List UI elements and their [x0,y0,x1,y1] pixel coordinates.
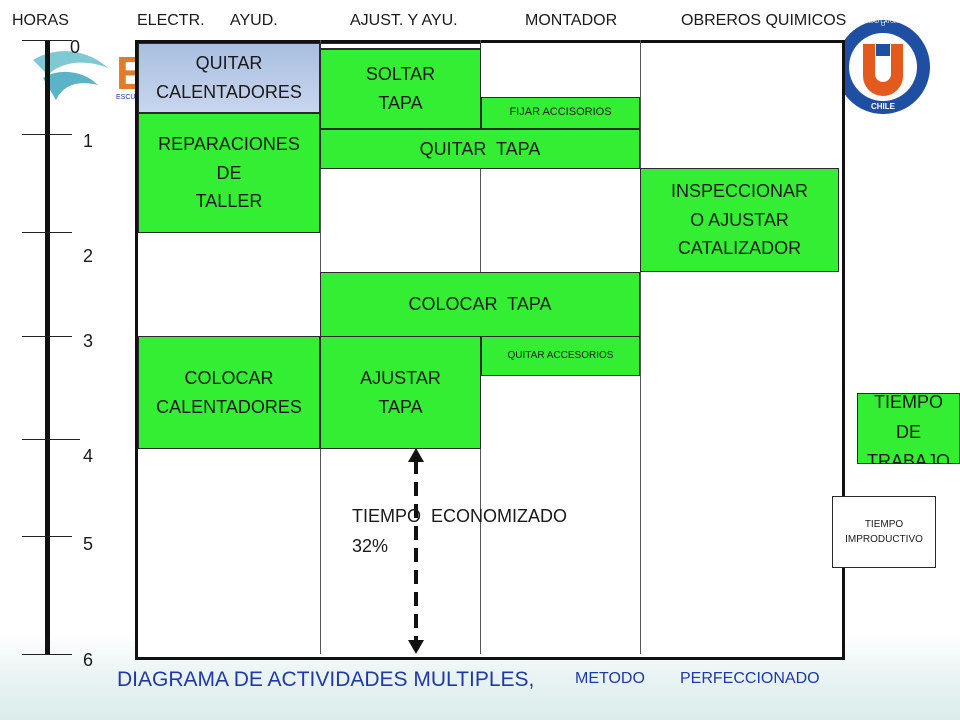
axis-tick-label: 2 [83,246,94,266]
axis-tick-label: 5 [83,534,94,554]
activity-label: COLOCAR CALENTADORES [156,367,302,417]
seal-chile: CHILE [871,102,895,111]
column-header-ajust: AJUST. Y AYU. [350,12,458,29]
wave-logo-icon [33,51,108,100]
axis-tick [22,336,72,337]
activity-quitar-calentadores: QUITAR CALENTADORES [138,43,320,113]
activity-label: QUITAR CALENTADORES [156,53,302,102]
diagram-subtitle-metodo: METODO [575,670,645,687]
university-seal-icon [836,20,930,114]
annotation-time-saved: TIEMPO ECONOMIZADO [352,506,568,526]
hour-axis-line [45,40,50,655]
axis-tick [22,134,72,135]
legend-label: TIEMPO DE TRABAJO [866,393,950,464]
legend-tiempo-improductivo: TIEMPO IMPRODUCTIVO [832,496,936,568]
annotation-percent: 32% [352,536,389,556]
activity-quitar-accesorios: QUITAR ACCESORIOS [481,336,640,376]
activity-reparaciones-taller: REPARACIONES DE TALLER [138,113,320,233]
axis-tick-label: 1 [83,131,94,151]
activity-label: QUITAR TAPA [419,138,541,159]
diagram-title: DIAGRAMA DE ACTIVIDADES MULTIPLES, [117,668,535,691]
activity-label: COLOCAR TAPA [408,294,552,315]
activity-label: SOLTAR TAPA [365,64,436,113]
activity-label: AJUSTAR TAPA [360,367,441,417]
axis-tick [22,232,72,233]
legend-label: TIEMPO IMPRODUCTIVO [845,519,923,545]
axis-tick [22,536,72,537]
activity-label: FIJAR ACCISORIOS [509,106,612,119]
axis-title: HORAS [12,12,69,29]
axis-tick-label: 0 [70,37,81,57]
column-header-obreros: OBREROS QUIMICOS [681,12,847,29]
axis-tick [22,40,72,41]
column-header-ayud: AYUD. [230,12,278,29]
activity-colocar-tapa: COLOCAR TAPA [320,272,640,337]
empty-cell [320,43,481,49]
activity-soltar-tapa: SOLTAR TAPA [320,49,481,129]
activity-fijar-accesorios: FIJAR ACCISORIOS [481,97,640,129]
column-header-montador: MONTADOR [525,12,618,29]
diagram-subtitle-perfeccionado: PERFECCIONADO [680,670,820,687]
activity-colocar-calentadores: COLOCAR CALENTADORES [138,336,320,449]
activity-quitar-tapa: QUITAR TAPA [320,129,640,169]
seal-letter: U [880,22,886,28]
column-divider [640,40,641,654]
activity-ajustar-tapa: AJUSTAR TAPA [320,336,481,449]
activity-inspeccionar: INSPECCIONAR O AJUSTAR CATALIZADOR [640,168,839,272]
school-logo-small: ESCU [116,94,136,101]
activity-label: QUITAR ACCESORIOS [507,350,614,361]
axis-tick-label: 4 [83,446,94,466]
time-saved-arrow [408,448,424,654]
axis-tick [22,439,80,440]
legend-tiempo-trabajo: TIEMPO DE TRABAJO [857,393,960,464]
seal-ring-text: UNIVERSIDAD CATOLICA DEL NORTE [845,19,921,25]
axis-tick [22,654,72,655]
axis-tick-label: 3 [83,331,94,351]
university-seal: UNIVERSIDAD CATOLICA DEL NORTE U CHILE [833,16,933,118]
activity-label: REPARACIONES DE TALLER [158,133,300,212]
activity-label: INSPECCIONAR O AJUSTAR CATALIZADOR [670,180,809,259]
column-header-electr: ELECTR. [137,12,205,29]
axis-tick-label: 6 [83,650,94,670]
